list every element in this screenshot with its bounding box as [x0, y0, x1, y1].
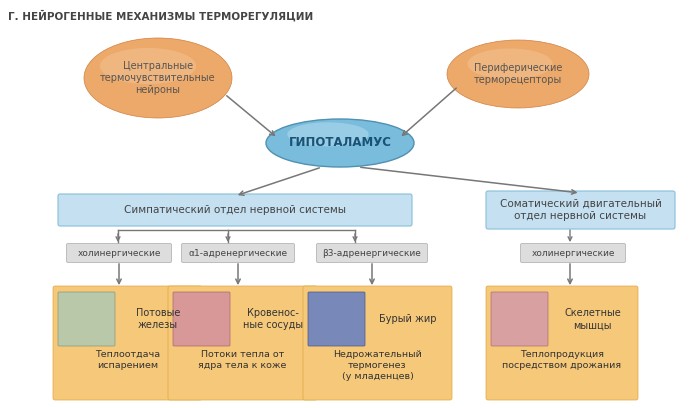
- Ellipse shape: [447, 40, 589, 108]
- Ellipse shape: [100, 48, 196, 84]
- Text: Бурый жир: Бурый жир: [379, 314, 437, 324]
- FancyBboxPatch shape: [173, 292, 230, 346]
- Text: холинергические: холинергические: [531, 248, 615, 257]
- Text: Периферические
терморецепторы: Периферические терморецепторы: [474, 63, 562, 85]
- Text: Скелетные
мышцы: Скелетные мышцы: [564, 308, 621, 330]
- Text: ГИПОТАЛАМУС: ГИПОТАЛАМУС: [288, 137, 391, 149]
- FancyBboxPatch shape: [486, 286, 638, 400]
- Text: Соматический двигательный
отдел нервной системы: Соматический двигательный отдел нервной …: [500, 199, 662, 221]
- FancyBboxPatch shape: [308, 292, 365, 346]
- FancyBboxPatch shape: [181, 244, 295, 262]
- FancyBboxPatch shape: [58, 292, 115, 346]
- FancyBboxPatch shape: [486, 191, 675, 229]
- Text: Центральные
термочувствительные
нейроны: Центральные термочувствительные нейроны: [100, 61, 216, 95]
- Text: Г. НЕЙРОГЕННЫЕ МЕХАНИЗМЫ ТЕРМОРЕГУЛЯЦИИ: Г. НЕЙРОГЕННЫЕ МЕХАНИЗМЫ ТЕРМОРЕГУЛЯЦИИ: [8, 10, 314, 22]
- FancyBboxPatch shape: [303, 286, 452, 400]
- Ellipse shape: [266, 119, 414, 167]
- FancyBboxPatch shape: [168, 286, 317, 400]
- Text: α1-адренергические: α1-адренергические: [188, 248, 288, 257]
- Text: Кровенос-
ные сосуды: Кровенос- ные сосуды: [243, 308, 303, 330]
- Ellipse shape: [84, 38, 232, 118]
- Text: Теплоотдача
испарением: Теплоотдача испарением: [95, 350, 160, 370]
- Text: Теплопродукция
посредством дрожания: Теплопродукция посредством дрожания: [503, 350, 622, 370]
- Text: Потоки тепла от
ядра тела к коже: Потоки тепла от ядра тела к коже: [198, 350, 287, 370]
- Text: Потовые
железы: Потовые железы: [136, 308, 180, 330]
- Text: Недрожательный
термогенез
(у младенцев): Недрожательный термогенез (у младенцев): [333, 350, 422, 381]
- Text: β3-адренергические: β3-адренергические: [323, 248, 421, 257]
- Ellipse shape: [287, 122, 369, 146]
- Ellipse shape: [468, 49, 552, 79]
- FancyBboxPatch shape: [521, 244, 626, 262]
- FancyBboxPatch shape: [316, 244, 428, 262]
- FancyBboxPatch shape: [58, 194, 412, 226]
- FancyBboxPatch shape: [491, 292, 548, 346]
- FancyBboxPatch shape: [66, 244, 172, 262]
- FancyBboxPatch shape: [53, 286, 202, 400]
- Text: Симпатический отдел нервной системы: Симпатический отдел нервной системы: [124, 205, 346, 215]
- Text: холинергические: холинергические: [77, 248, 161, 257]
